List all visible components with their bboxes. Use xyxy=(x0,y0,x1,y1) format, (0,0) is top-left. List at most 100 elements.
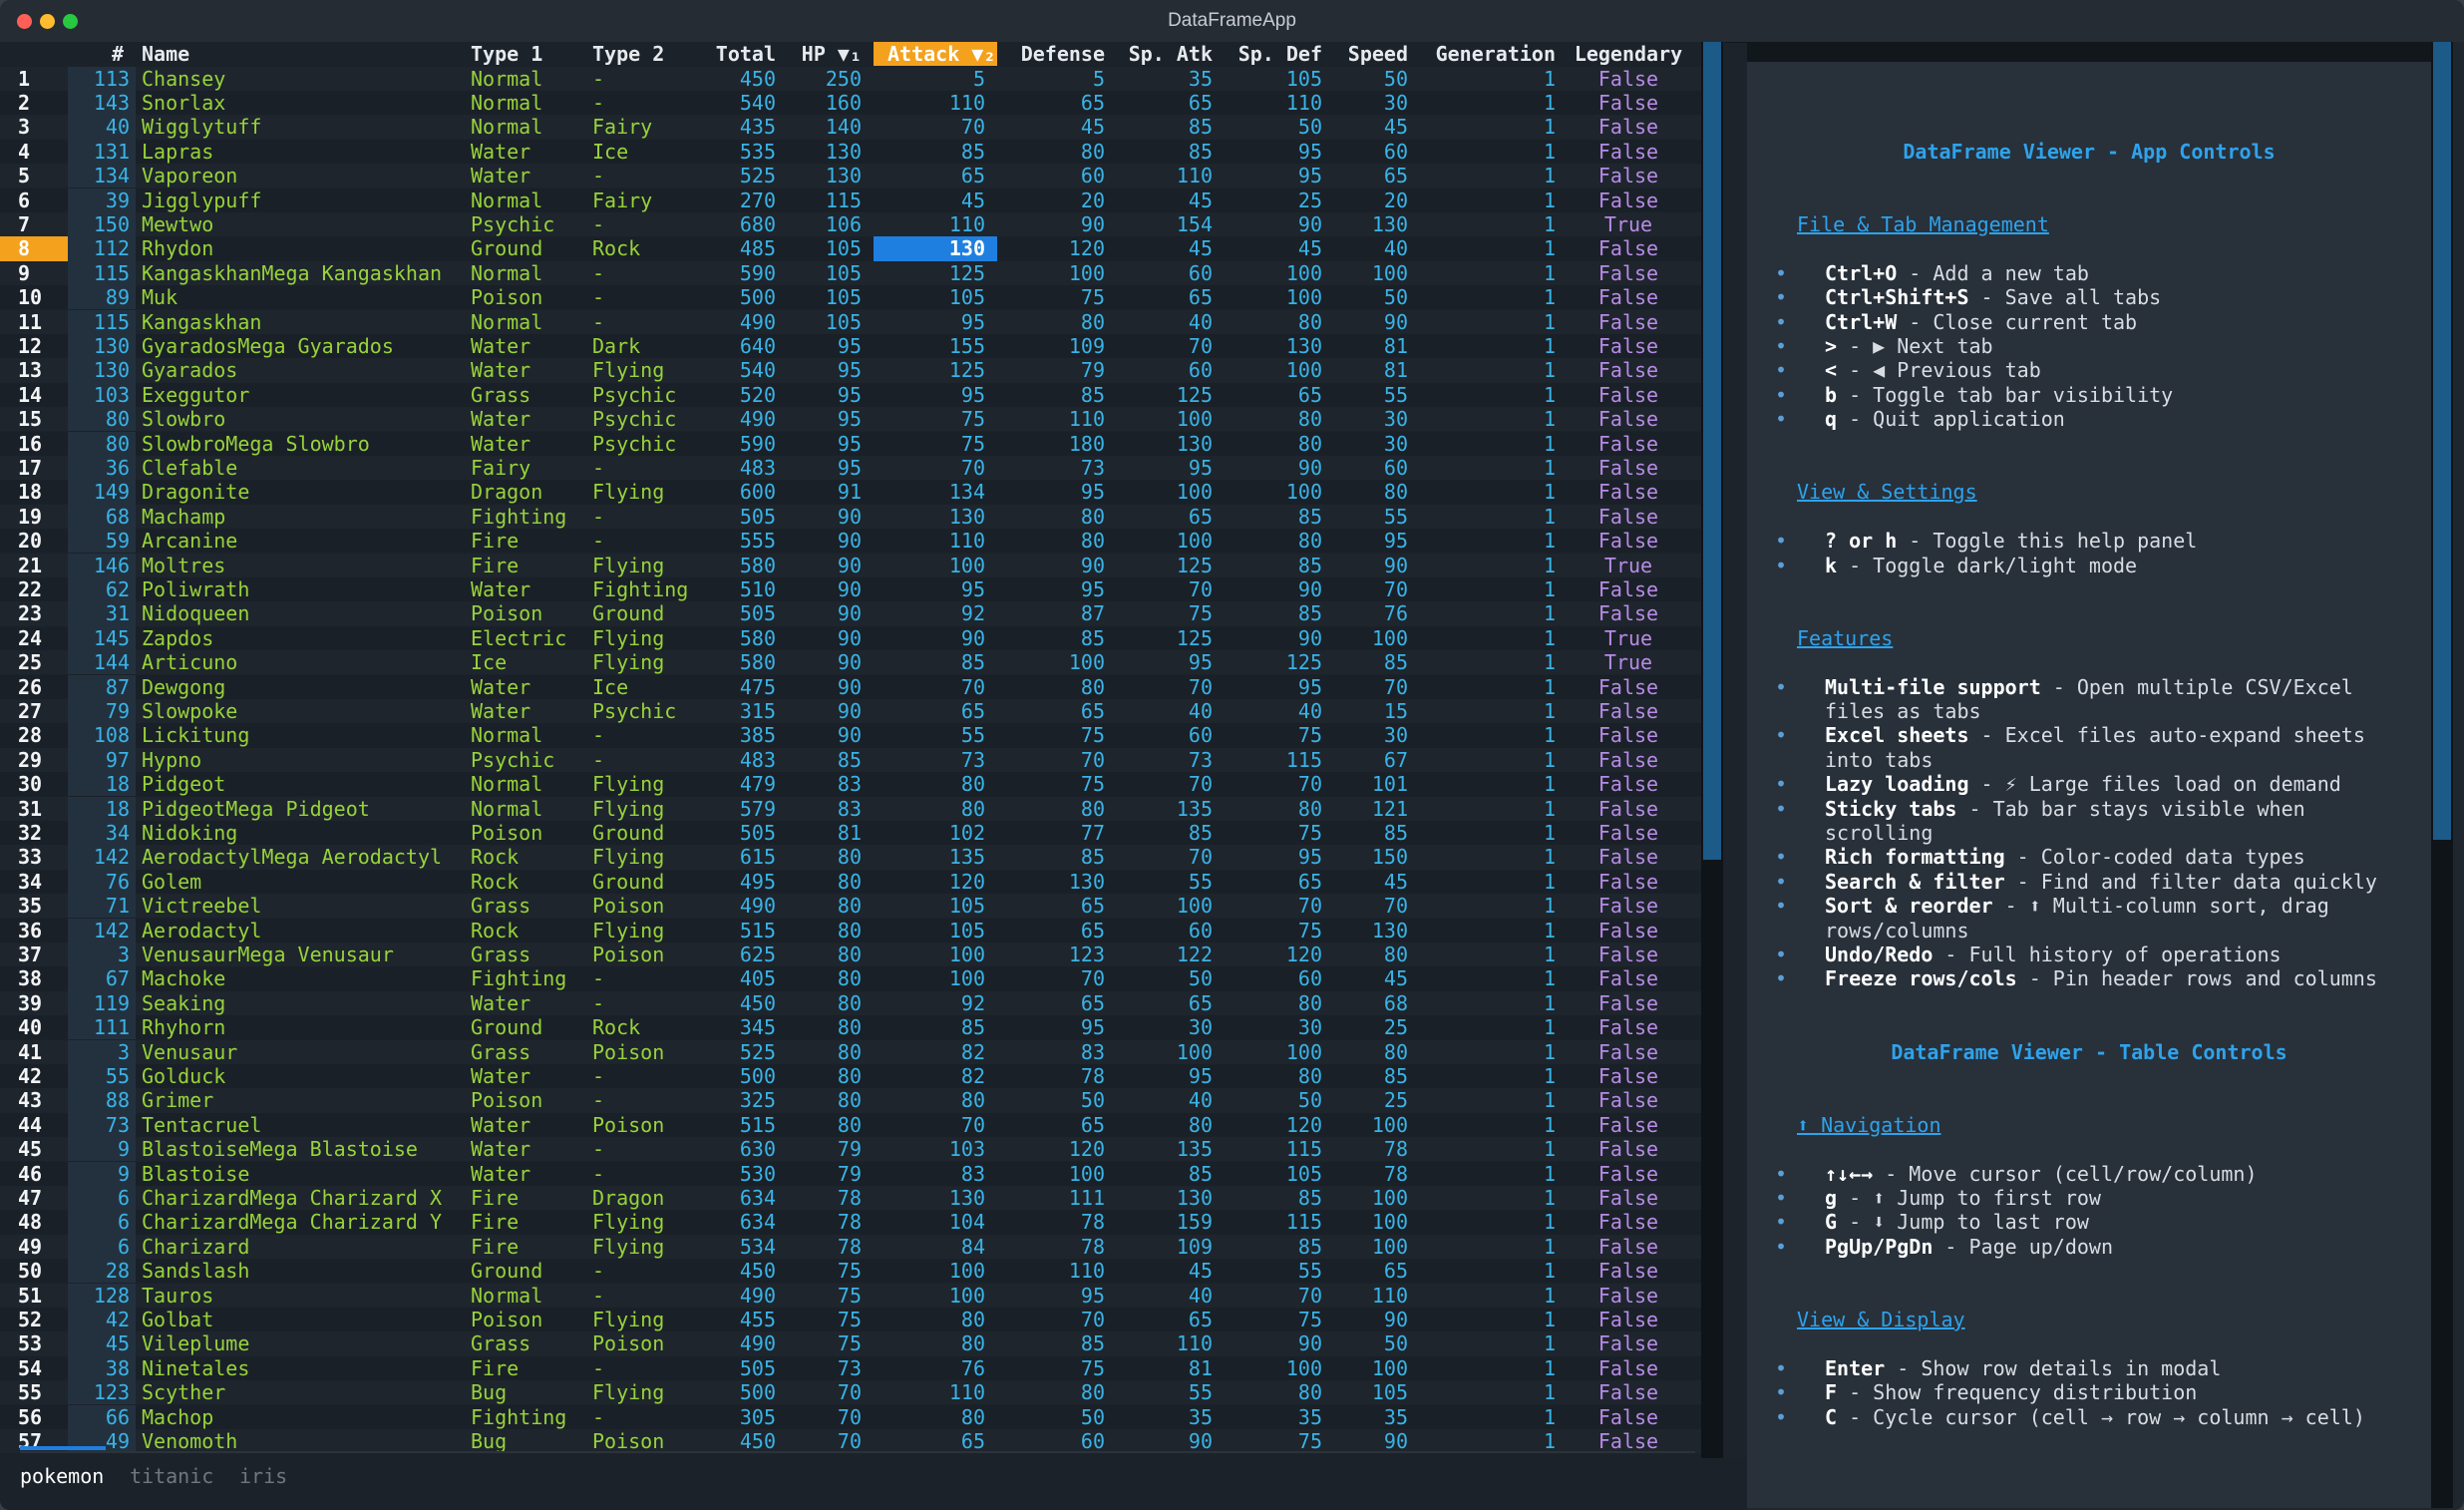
cell-type-1[interactable]: Poison xyxy=(471,601,543,626)
cell-speed[interactable]: 85 xyxy=(1383,650,1408,675)
cell-name[interactable]: Grimer xyxy=(142,1088,214,1113)
table-row[interactable]: 1 113 Chansey Normal - 450 250 5 5 35 105 50 1 False xyxy=(0,66,1703,91)
cell-generation[interactable]: 1 xyxy=(1543,480,1556,505)
cell-type-1[interactable]: Normal xyxy=(471,309,543,334)
cell-total[interactable]: 615 xyxy=(739,845,776,870)
column-header-type-1[interactable]: Type 1 xyxy=(471,42,543,66)
cell-attack[interactable]: 80 xyxy=(960,772,985,797)
cell-sp-def[interactable]: 25 xyxy=(1297,188,1322,212)
cell-legendary[interactable]: False xyxy=(1597,66,1659,91)
cell-index[interactable]: 149 xyxy=(68,480,136,505)
cell-defense[interactable]: 60 xyxy=(1080,164,1105,189)
cell-hp[interactable]: 90 xyxy=(837,504,862,529)
cell-legendary[interactable]: False xyxy=(1597,285,1659,310)
cell-sp-atk[interactable]: 70 xyxy=(1188,333,1213,358)
cell-type-1[interactable]: Grass xyxy=(471,894,531,919)
cell-sp-def[interactable]: 125 xyxy=(1285,650,1322,675)
cell-sp-def[interactable]: 130 xyxy=(1285,333,1322,358)
cell-defense[interactable]: 120 xyxy=(1068,1137,1105,1162)
cell-sp-def[interactable]: 65 xyxy=(1297,869,1322,894)
cell-attack[interactable]: 130 xyxy=(874,236,997,261)
cell-sp-atk[interactable]: 100 xyxy=(1176,1039,1213,1064)
cell-generation[interactable]: 1 xyxy=(1543,1331,1556,1356)
cell-total[interactable]: 600 xyxy=(739,480,776,505)
cell-attack[interactable]: 70 xyxy=(960,674,985,699)
cell-total[interactable]: 510 xyxy=(739,576,776,601)
cell-defense[interactable]: 85 xyxy=(1080,1331,1105,1356)
cell-speed[interactable]: 70 xyxy=(1383,674,1408,699)
cell-type-1[interactable]: Water xyxy=(471,358,531,383)
cell-sp-atk[interactable]: 55 xyxy=(1188,869,1213,894)
cell-speed[interactable]: 30 xyxy=(1383,723,1408,748)
cell-hp[interactable]: 80 xyxy=(837,918,862,943)
cell-name[interactable]: Machamp xyxy=(142,504,226,529)
cell-index[interactable]: 88 xyxy=(68,1088,136,1113)
cell-attack[interactable]: 83 xyxy=(960,1161,985,1186)
cell-attack[interactable]: 80 xyxy=(960,1088,985,1113)
cell-sp-def[interactable]: 50 xyxy=(1297,1088,1322,1113)
cell-type-2[interactable]: Rock xyxy=(592,236,641,261)
cell-type-2[interactable]: Ground xyxy=(592,820,665,845)
cell-total[interactable]: 455 xyxy=(739,1307,776,1331)
cell-type-1[interactable]: Normal xyxy=(471,260,543,285)
cell-sp-def[interactable]: 95 xyxy=(1297,164,1322,189)
cell-defense[interactable]: 50 xyxy=(1080,1088,1105,1113)
cell-type-1[interactable]: Water xyxy=(471,990,531,1015)
cell-generation[interactable]: 1 xyxy=(1543,1355,1556,1380)
cell-sp-def[interactable]: 75 xyxy=(1297,820,1322,845)
cell-sp-def[interactable]: 120 xyxy=(1285,1112,1322,1137)
cell-attack[interactable]: 85 xyxy=(960,650,985,675)
cell-sp-def[interactable]: 80 xyxy=(1297,990,1322,1015)
cell-sp-atk[interactable]: 65 xyxy=(1188,90,1213,115)
cell-total[interactable]: 385 xyxy=(739,723,776,748)
cell-total[interactable]: 640 xyxy=(739,333,776,358)
cell-type-1[interactable]: Ice xyxy=(471,650,508,675)
cell-speed[interactable]: 100 xyxy=(1371,1210,1408,1235)
cell-legendary[interactable]: False xyxy=(1597,333,1659,358)
cell-type-1[interactable]: Fire xyxy=(471,1185,520,1210)
cell-hp[interactable]: 80 xyxy=(837,894,862,919)
table-scrollbar[interactable] xyxy=(1701,42,1723,1458)
cell-type-1[interactable]: Fire xyxy=(471,1355,520,1380)
cell-speed[interactable]: 85 xyxy=(1383,820,1408,845)
cell-type-1[interactable]: Water xyxy=(471,698,531,723)
cell-sp-def[interactable]: 75 xyxy=(1297,1307,1322,1331)
cell-index[interactable]: 112 xyxy=(68,236,136,261)
cell-attack[interactable]: 82 xyxy=(960,1039,985,1064)
cell-generation[interactable]: 1 xyxy=(1543,576,1556,601)
cell-attack[interactable]: 105 xyxy=(948,285,985,310)
column-header-sp-def[interactable]: Sp. Def xyxy=(1237,42,1322,66)
cell-generation[interactable]: 1 xyxy=(1543,869,1556,894)
cell-generation[interactable]: 1 xyxy=(1543,990,1556,1015)
cell-defense[interactable]: 80 xyxy=(1080,674,1105,699)
cell-type-2[interactable]: - xyxy=(592,164,605,189)
cell-generation[interactable]: 1 xyxy=(1543,1380,1556,1405)
cell-generation[interactable]: 1 xyxy=(1543,139,1556,164)
cell-total[interactable]: 435 xyxy=(739,115,776,140)
cell-hp[interactable]: 80 xyxy=(837,990,862,1015)
cell-name[interactable]: Venusaur xyxy=(142,1039,238,1064)
cell-sp-atk[interactable]: 70 xyxy=(1188,772,1213,797)
cell-total[interactable]: 270 xyxy=(739,188,776,212)
cell-name[interactable]: Machop xyxy=(142,1404,214,1429)
cell-sp-atk[interactable]: 75 xyxy=(1188,601,1213,626)
cell-attack[interactable]: 85 xyxy=(960,1015,985,1040)
cell-type-2[interactable]: - xyxy=(592,66,605,91)
cell-type-2[interactable]: - xyxy=(592,455,605,480)
table-row[interactable]: 55 123 Scyther Bug Flying 500 70 110 80 55 80 105 1 F… xyxy=(0,1380,1703,1405)
cell-sp-def[interactable]: 35 xyxy=(1297,1404,1322,1429)
cell-generation[interactable]: 1 xyxy=(1543,698,1556,723)
cell-generation[interactable]: 1 xyxy=(1543,90,1556,115)
cell-type-2[interactable]: - xyxy=(592,285,605,310)
cell-total[interactable]: 525 xyxy=(739,164,776,189)
cell-type-2[interactable]: - xyxy=(592,1161,605,1186)
cell-speed[interactable]: 105 xyxy=(1371,1380,1408,1405)
cell-generation[interactable]: 1 xyxy=(1543,1185,1556,1210)
cell-index[interactable]: 80 xyxy=(68,407,136,432)
cell-hp[interactable]: 95 xyxy=(837,358,862,383)
cell-hp[interactable]: 85 xyxy=(837,747,862,772)
cell-type-2[interactable]: Flying xyxy=(592,553,665,577)
cell-legendary[interactable]: False xyxy=(1597,260,1659,285)
cell-sp-def[interactable]: 80 xyxy=(1297,529,1322,554)
cell-sp-atk[interactable]: 45 xyxy=(1188,1259,1213,1284)
